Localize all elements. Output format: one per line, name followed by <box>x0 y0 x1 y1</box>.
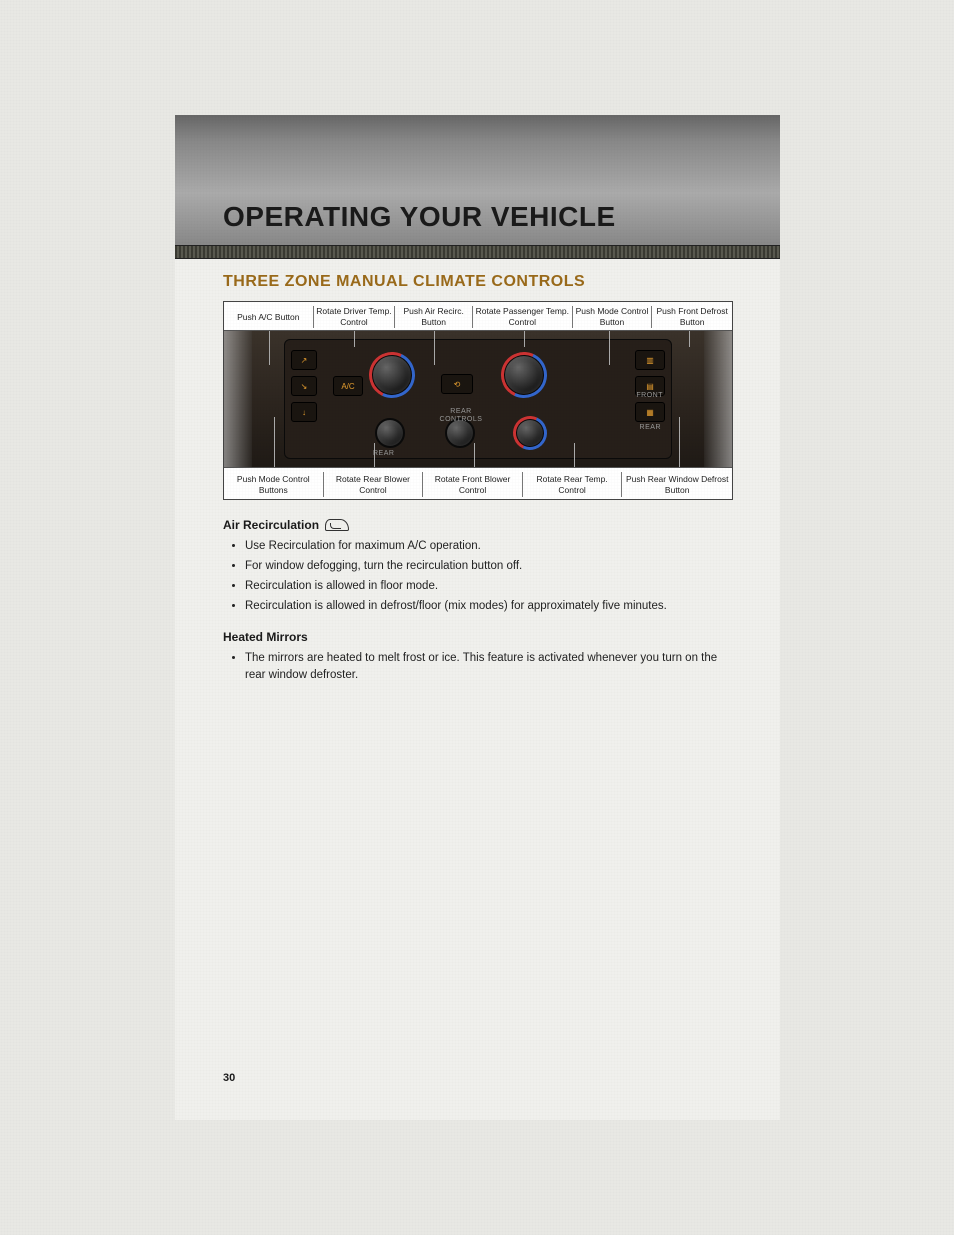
mode-button: ↗ <box>291 350 317 370</box>
lead-line <box>524 331 525 347</box>
rear-defrost-button: ▦ <box>635 402 665 422</box>
subheading-text: Heated Mirrors <box>223 630 308 644</box>
callout-label: Rotate Driver Temp. Control <box>314 306 396 328</box>
front-defrost-button: ▥ <box>635 350 665 370</box>
lead-line <box>574 443 575 467</box>
bullet-list: Use Recirculation for maximum A/C operat… <box>223 538 732 615</box>
driver-temp-dial <box>371 354 413 396</box>
section-title: THREE ZONE MANUAL CLIMATE CONTROLS <box>223 273 732 291</box>
callout-label: Push Rear Window Defrost Button <box>622 472 732 497</box>
rear-blower-dial <box>375 418 405 448</box>
lead-line <box>269 331 270 365</box>
lead-line <box>354 331 355 347</box>
rear-controls-label: REAR CONTROLS <box>433 408 489 423</box>
subheading-air-recirc: Air Recirculation <box>223 518 732 532</box>
lead-line <box>679 417 680 467</box>
panel-faceplate: ↗ ↘ ↓ A/C ⟲ ▥ ▤ ▦ FRONT REAR <box>284 339 672 459</box>
lead-line <box>609 331 610 365</box>
rear-temp-dial <box>515 418 545 448</box>
bullet-item: Recirculation is allowed in floor mode. <box>245 578 732 596</box>
passenger-temp-dial <box>503 354 545 396</box>
mode-button: ↓ <box>291 402 317 422</box>
lead-line <box>274 417 275 467</box>
content-area: THREE ZONE MANUAL CLIMATE CONTROLS Push … <box>175 259 780 685</box>
subheading-text: Air Recirculation <box>223 518 319 532</box>
bullet-item: The mirrors are heated to melt frost or … <box>245 650 732 686</box>
callout-label: Rotate Front Blower Control <box>423 472 523 497</box>
callout-label: Push Mode Control Button <box>573 306 653 328</box>
callout-label: Push Air Recirc. Button <box>395 306 473 328</box>
callout-label: Push Front Defrost Button <box>652 306 732 328</box>
recirc-button: ⟲ <box>441 374 473 394</box>
rear-label: REAR <box>640 424 661 432</box>
subheading-heated-mirrors: Heated Mirrors <box>223 630 732 644</box>
diagram-bottom-labels: Push Mode Control Buttons Rotate Rear Bl… <box>224 468 732 499</box>
lead-line <box>434 331 435 365</box>
rear-label: REAR <box>373 450 394 458</box>
mode-button: ↘ <box>291 376 317 396</box>
callout-label: Rotate Rear Blower Control <box>324 472 424 497</box>
ac-button: A/C <box>333 376 363 396</box>
bullet-list: The mirrors are heated to melt frost or … <box>223 650 732 686</box>
header-band: OPERATING YOUR VEHICLE <box>175 115 780 245</box>
lead-line <box>474 443 475 467</box>
recirc-icon <box>325 519 349 531</box>
diagram-top-labels: Push A/C Button Rotate Driver Temp. Cont… <box>224 302 732 330</box>
callout-label: Rotate Passenger Temp. Control <box>473 306 573 328</box>
callout-label: Push A/C Button <box>224 306 314 328</box>
front-label: FRONT <box>636 392 663 400</box>
ac-label: A/C <box>341 382 354 391</box>
callout-label: Rotate Rear Temp. Control <box>523 472 623 497</box>
bullet-item: For window defogging, turn the recircula… <box>245 558 732 576</box>
bullet-item: Recirculation is allowed in defrost/floo… <box>245 598 732 616</box>
lead-line <box>374 443 375 467</box>
manual-page: OPERATING YOUR VEHICLE THREE ZONE MANUAL… <box>175 115 780 1120</box>
climate-panel: ↗ ↘ ↓ A/C ⟲ ▥ ▤ ▦ FRONT REAR <box>224 330 732 468</box>
page-number: 30 <box>223 1072 235 1084</box>
controls-diagram: Push A/C Button Rotate Driver Temp. Cont… <box>223 301 733 500</box>
bullet-item: Use Recirculation for maximum A/C operat… <box>245 538 732 556</box>
callout-label: Push Mode Control Buttons <box>224 472 324 497</box>
lead-line <box>689 331 690 347</box>
page-title: OPERATING YOUR VEHICLE <box>223 201 616 233</box>
header-divider <box>175 245 780 259</box>
